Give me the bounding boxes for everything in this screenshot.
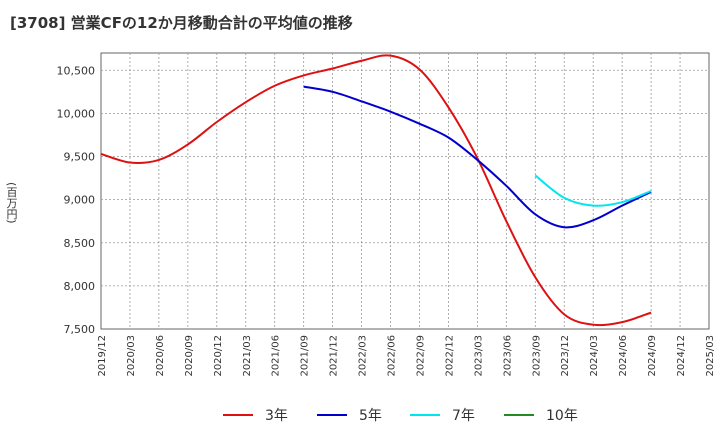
y-tick-label: 8,500 (64, 237, 96, 250)
x-tick-label: 2022/06 (387, 335, 398, 377)
x-tick-label: 2021/06 (271, 335, 282, 377)
x-tick-label: 2022/03 (358, 335, 369, 377)
y-axis-unit-label: (百万円) (5, 182, 18, 224)
y-tick-label: 9,000 (64, 194, 96, 207)
y-tick-label: 10,500 (57, 64, 96, 77)
x-tick-label: 2020/03 (126, 335, 137, 377)
x-tick-label: 2024/06 (618, 335, 629, 377)
plot-area (100, 52, 710, 330)
x-tick-label: 2020/12 (213, 335, 224, 377)
x-tick-label: 2024/12 (676, 335, 687, 377)
chart-title: [3708] 営業CFの12か月移動合計の平均値の推移 (10, 14, 353, 32)
y-tick-label: 10,000 (57, 107, 96, 120)
x-tick-label: 2019/12 (97, 335, 108, 377)
series-line-1 (100, 54, 652, 327)
x-tick-label: 2024/09 (647, 335, 658, 377)
x-tick-label: 2022/09 (415, 335, 426, 377)
legend-label: 5年 (359, 408, 382, 424)
y-tick-label: 7,500 (64, 323, 96, 336)
x-tick-label: 2023/03 (473, 335, 484, 377)
x-tick-label: 2023/09 (531, 335, 542, 377)
x-tick-label: 2022/12 (444, 335, 455, 377)
y-tick-label: 9,500 (64, 151, 96, 164)
legend-label: 10年 (546, 408, 578, 424)
x-tick-label: 2021/03 (242, 335, 253, 377)
y-tick-label: 8,000 (64, 280, 96, 293)
x-tick-label: 2024/03 (589, 335, 600, 377)
x-tick-label: 2023/06 (502, 335, 513, 377)
series-line-2 (303, 85, 652, 229)
x-tick-label: 2021/09 (300, 335, 311, 377)
x-tick-label: 2021/12 (329, 335, 340, 377)
legend-label: 3年 (265, 408, 288, 424)
x-tick-label: 2023/12 (560, 335, 571, 377)
legend-label: 7年 (452, 408, 475, 424)
x-tick-label: 2025/03 (705, 335, 716, 377)
x-tick-label: 2020/06 (155, 335, 166, 377)
series-line-3 (534, 174, 652, 207)
x-tick-label: 2020/09 (184, 335, 195, 377)
